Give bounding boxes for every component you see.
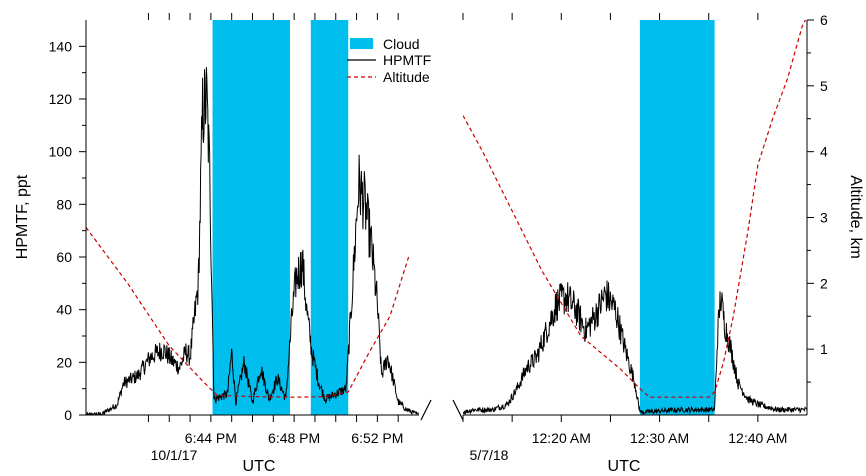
y-left-tick-label-6: 120 xyxy=(49,91,73,107)
x-tick-label-left-2: 6:52 PM xyxy=(351,430,403,446)
legend-cloud-swatch xyxy=(350,38,373,49)
axis-break-mark-left xyxy=(420,399,432,421)
altitude-series-left xyxy=(86,227,410,398)
left-panel xyxy=(86,20,419,415)
hpmtf-series-left xyxy=(86,67,419,415)
right-panel xyxy=(463,20,807,415)
y-left-tick-label-7: 140 xyxy=(49,38,73,54)
cloud-band-left-1 xyxy=(310,20,349,415)
x-tick-label-right-0: 12:20 AM xyxy=(532,430,591,446)
y-right-tick-label-4: 5 xyxy=(820,78,828,94)
y-right-tick-label-3: 4 xyxy=(820,144,828,160)
legend-altitude-label: Altitude xyxy=(383,69,430,85)
y-right-tick-label-1: 2 xyxy=(820,275,828,291)
x-tick-label-right-1: 12:30 AM xyxy=(630,430,689,446)
left-date-label: 10/1/17 xyxy=(151,447,198,463)
legend-cloud-label: Cloud xyxy=(383,36,420,52)
y-left-tick-label-1: 20 xyxy=(56,354,72,370)
y-left-tick-label-2: 40 xyxy=(56,302,72,318)
axis-break-mark-right xyxy=(452,399,464,421)
y-right-tick-label-0: 1 xyxy=(820,341,828,357)
x-tick-label-left-0: 6:44 PM xyxy=(185,430,237,446)
right-date-label: 5/7/18 xyxy=(470,447,509,463)
right-x-axis-title: UTC xyxy=(608,458,641,475)
x-tick-label-left-1: 6:48 PM xyxy=(268,430,320,446)
y-left-tick-label-0: 0 xyxy=(64,407,72,423)
cloud-band-left-0 xyxy=(212,20,290,415)
y-left-tick-label-5: 100 xyxy=(49,144,73,160)
legend: Cloud HPMTF Altitude xyxy=(347,36,431,85)
y-left-axis-title: HPMTF, ppt xyxy=(14,174,31,259)
y-right-axis-title: Altitude, km xyxy=(847,175,864,259)
altitude-series-right xyxy=(463,20,807,398)
y-left-tick-label-3: 60 xyxy=(56,249,72,265)
y-right-tick-label-2: 3 xyxy=(820,210,828,226)
x-tick-label-right-2: 12:40 AM xyxy=(728,430,787,446)
left-x-axis-title: UTC xyxy=(243,458,276,475)
cloud-band-right-0 xyxy=(639,20,715,415)
hpmtf-series-right xyxy=(463,280,807,415)
y-left-tick-label-4: 80 xyxy=(56,196,72,212)
legend-hpmtf-label: HPMTF xyxy=(383,52,431,68)
axes: 6:44 PM 6:48 PM 6:52 PM 12:20 AM 12:30 AM 12:… xyxy=(49,12,828,446)
y-right-tick-label-5: 6 xyxy=(820,12,828,28)
